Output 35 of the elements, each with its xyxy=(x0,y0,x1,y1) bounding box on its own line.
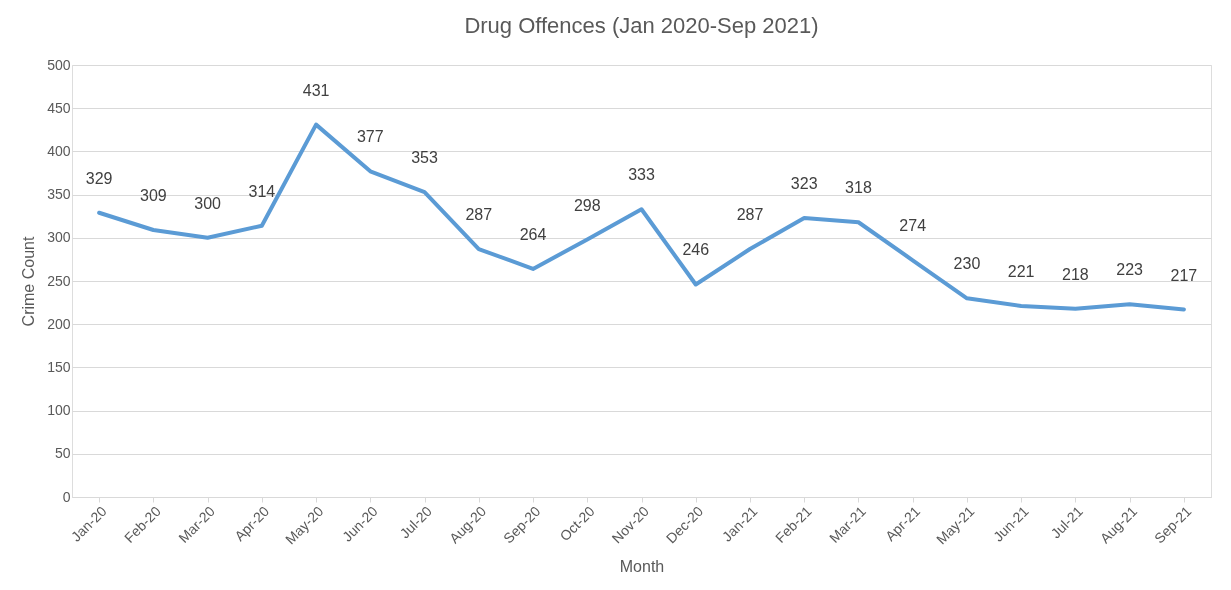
y-axis-title: Crime Count xyxy=(20,236,38,327)
data-label: 287 xyxy=(465,206,493,224)
data-label: 298 xyxy=(573,196,601,214)
y-tick-label: 300 xyxy=(47,229,71,246)
data-label: 309 xyxy=(140,187,167,205)
data-label: 221 xyxy=(1007,263,1035,281)
y-tick-label: 150 xyxy=(47,358,71,375)
y-tick-label: 100 xyxy=(47,402,71,419)
data-label: 223 xyxy=(1116,261,1144,279)
y-tick-label: 350 xyxy=(47,186,71,203)
data-label: 287 xyxy=(736,206,764,224)
data-label: 300 xyxy=(194,194,222,212)
y-tick-label: 200 xyxy=(47,315,71,332)
y-tick-label: 500 xyxy=(47,56,71,73)
data-label: 329 xyxy=(85,169,113,187)
y-tick-label: 250 xyxy=(47,272,71,289)
x-axis-title: Month xyxy=(619,558,665,576)
data-label: 230 xyxy=(953,255,981,273)
y-tick-label: 400 xyxy=(47,142,71,159)
data-label: 264 xyxy=(519,225,547,243)
data-label: 246 xyxy=(682,241,710,259)
y-tick-label: 50 xyxy=(54,445,71,462)
data-label: 333 xyxy=(628,166,655,184)
y-tick-label: 450 xyxy=(47,99,71,116)
data-label: 314 xyxy=(248,182,276,200)
data-label: 218 xyxy=(1062,265,1089,283)
y-tick-label: 0 xyxy=(62,488,71,505)
data-label: 274 xyxy=(899,217,927,235)
data-label: 377 xyxy=(356,128,384,146)
data-label: 431 xyxy=(302,81,330,99)
data-label: 323 xyxy=(790,174,818,192)
data-label: 318 xyxy=(845,179,872,197)
data-label: 353 xyxy=(411,149,438,167)
chart-title: Drug Offences (Jan 2020-Sep 2021) xyxy=(464,13,819,38)
data-label: 217 xyxy=(1170,266,1198,284)
